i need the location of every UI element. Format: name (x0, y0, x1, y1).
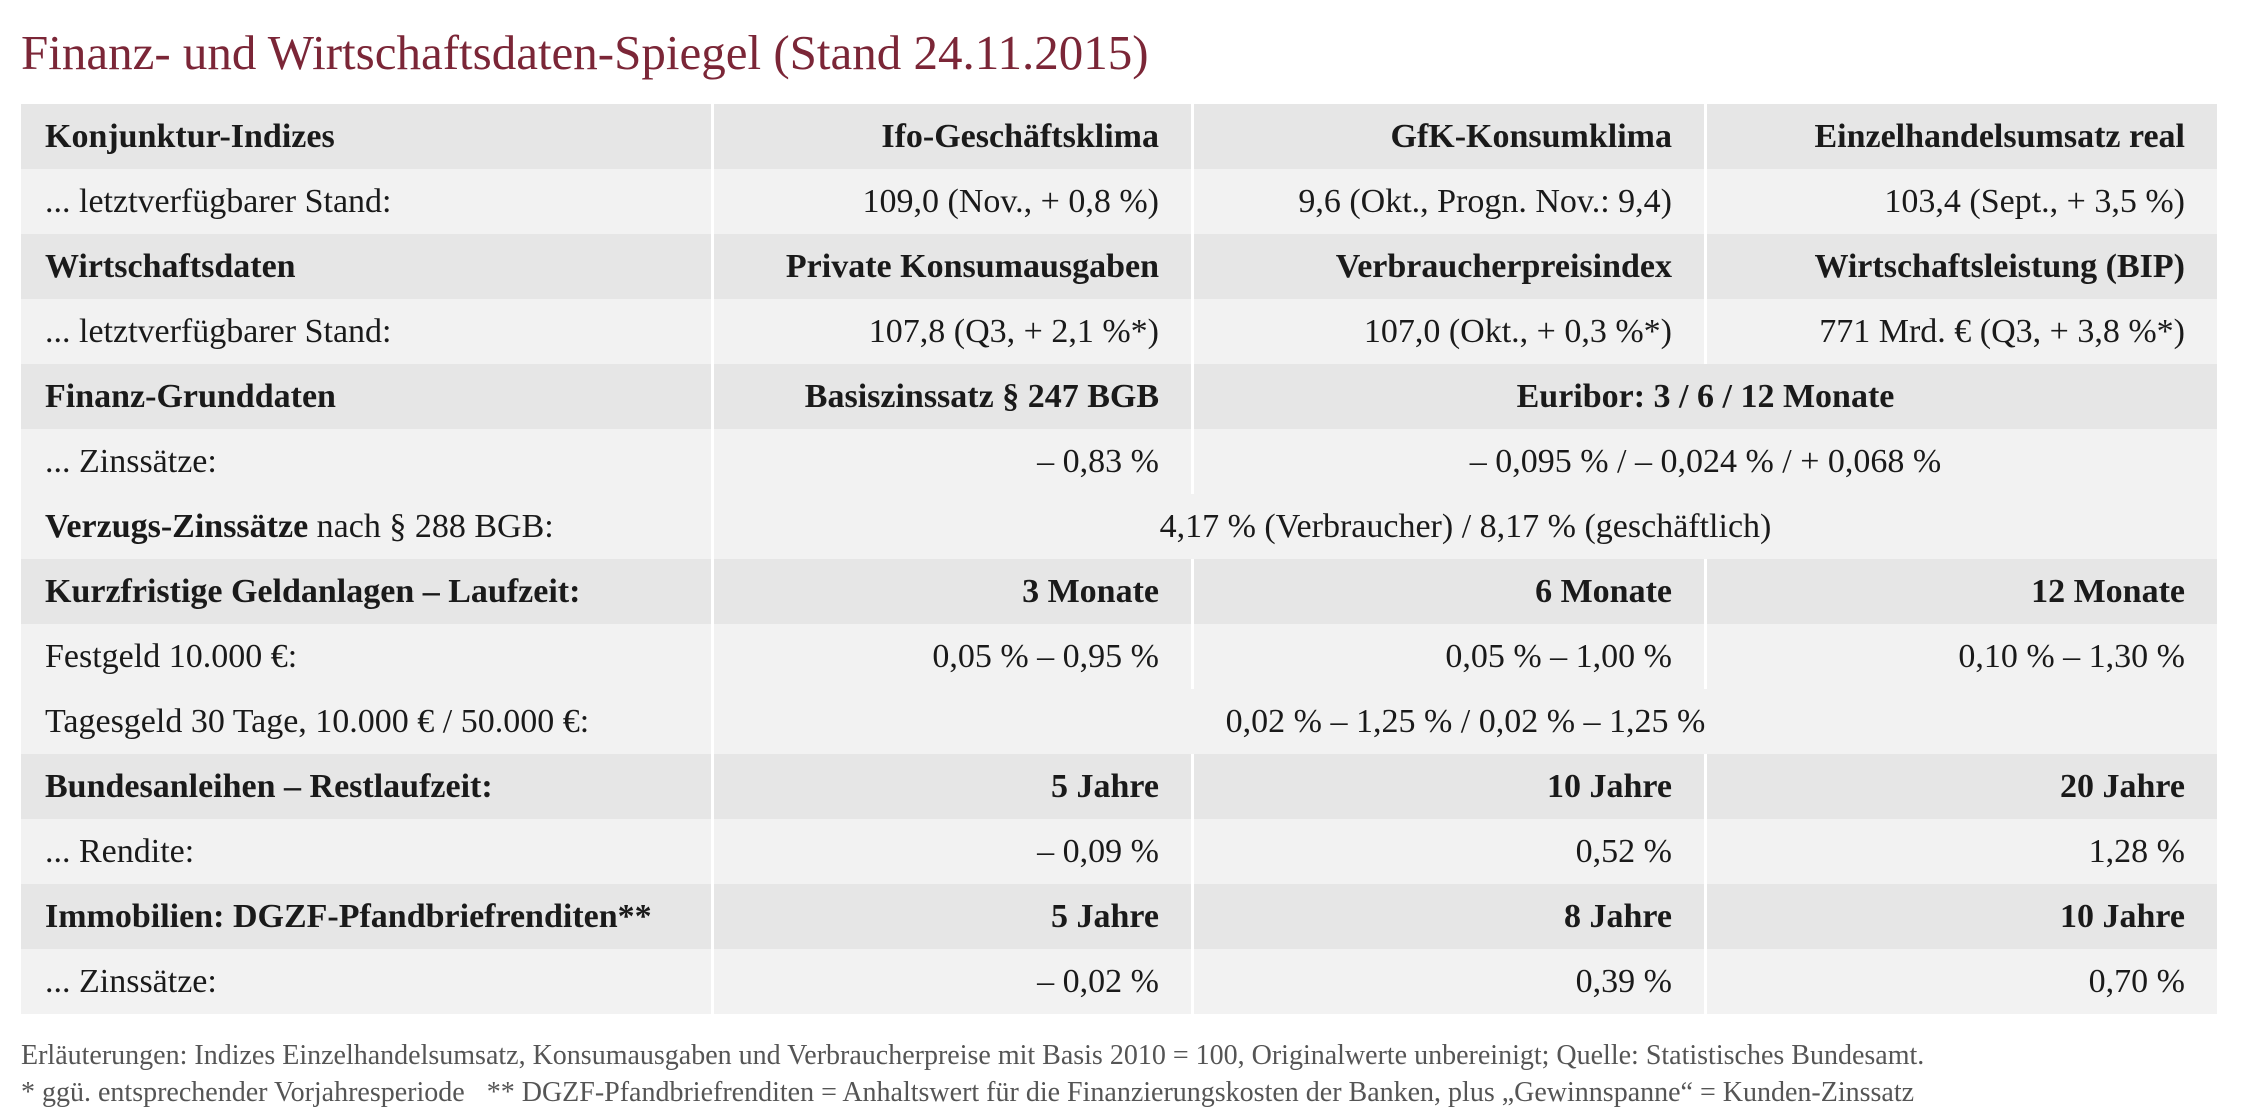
cell-part: Verzugs-Zinssätze (45, 508, 309, 545)
cell: 0,02 % – 1,25 % / 0,02 % – 1,25 % (714, 689, 2217, 754)
note-line: * ggü. entsprechender Vorjahresperiode **… (21, 1077, 1914, 1109)
cell: Private Konsumausgaben (714, 234, 1191, 299)
cell: Verbraucherpreisindex (1194, 234, 1704, 299)
cell: 9,6 (Okt., Progn. Nov.: 9,4) (1194, 169, 1704, 234)
cell: 0,52 % (1194, 819, 1704, 884)
cell: 10 Jahre (1707, 884, 2217, 949)
cell: 771 Mrd. € (Q3, + 3,8 %*) (1707, 299, 2217, 364)
row-label: ... letztverfügbarer Stand: (21, 169, 711, 234)
row-label: Festgeld 10.000 €: (21, 624, 711, 689)
row-label: Tagesgeld 30 Tage, 10.000 € / 50.000 €: (21, 689, 711, 754)
row-label: ... letztverfügbarer Stand: (21, 299, 711, 364)
cell: 5 Jahre (714, 754, 1191, 819)
row-label: Konjunktur-Indizes (21, 104, 711, 169)
cell: 8 Jahre (1194, 884, 1704, 949)
table: Konjunktur-Indizes Ifo-Geschäftsklima GfK-… (21, 104, 2217, 1014)
cell: 5 Jahre (714, 884, 1191, 949)
cell: – 0,83 % (714, 429, 1191, 494)
cell: 3 Monate (714, 559, 1191, 624)
cell: 0,39 % (1194, 949, 1704, 1014)
cell: GfK-Konsumklima (1194, 104, 1704, 169)
cell-part: nach § 288 BGB: (308, 508, 554, 545)
row-label: Immobilien: DGZF-Pfandbriefrenditen** (21, 884, 711, 949)
row-label: Bundesanleihen – Restlaufzeit: (21, 754, 711, 819)
row-label: Wirtschaftsdaten (21, 234, 711, 299)
row-label: Verzugs-Zinssätze nach § 288 BGB: (21, 494, 711, 559)
note: Erläuterungen: Indizes Einzelhandelsumsa… (21, 1040, 1925, 1071)
cell: 107,0 (Okt., + 0,3 %*) (1194, 299, 1704, 364)
cell: 0,70 % (1707, 949, 2217, 1014)
cell: 10 Jahre (1194, 754, 1704, 819)
cell: 12 Monate (1707, 559, 2217, 624)
cell: 0,10 % – 1,30 % (1707, 624, 2217, 689)
cell: 6 Monate (1194, 559, 1704, 624)
cell: Wirtschaftsleistung (BIP) (1707, 234, 2217, 299)
row-label: Kurzfristige Geldanlagen – Laufzeit: (21, 559, 711, 624)
cell: 107,8 (Q3, + 2,1 %*) (714, 299, 1191, 364)
cell: 103,4 (Sept., + 3,5 %) (1707, 169, 2217, 234)
cell: 109,0 (Nov., + 0,8 %) (714, 169, 1191, 234)
cell: 4,17 % (Verbraucher) / 8,17 % (geschäftl… (714, 494, 2217, 559)
cell: – 0,095 % / – 0,024 % / + 0,068 % (1194, 429, 2217, 494)
row-label: ... Zinssätze: (21, 429, 711, 494)
row-label: ... Rendite: (21, 819, 711, 884)
title: Finanz- und Wirtschaftsdaten-Spiegel (St… (21, 25, 1149, 80)
row-label: ... Zinssätze: (21, 949, 711, 1014)
cell: Euribor: 3 / 6 / 12 Monate (1194, 364, 2217, 429)
cell: Ifo-Geschäftsklima (714, 104, 1191, 169)
cell: 0,05 % – 1,00 % (1194, 624, 1704, 689)
cell: Basiszinssatz § 247 BGB (714, 364, 1191, 429)
row-label: Finanz-Grunddaten (21, 364, 711, 429)
cell: 20 Jahre (1707, 754, 2217, 819)
cell: – 0,09 % (714, 819, 1191, 884)
cell: 0,05 % – 0,95 % (714, 624, 1191, 689)
cell: Einzelhandelsumsatz real (1707, 104, 2217, 169)
note: ** DGZF-Pfandbriefrenditen = Anhaltswert… (486, 1077, 1915, 1108)
note: * ggü. entsprechender Vorjahresperiode (21, 1077, 465, 1108)
cell: – 0,02 % (714, 949, 1191, 1014)
cell: 1,28 % (1707, 819, 2217, 884)
